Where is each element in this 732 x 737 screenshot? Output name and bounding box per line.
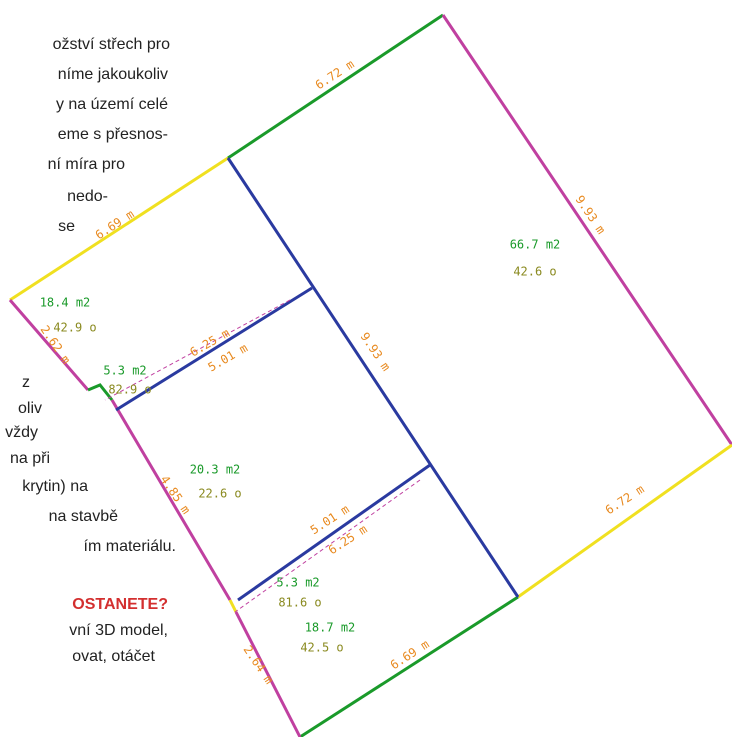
- dimension-label: 18.7 m2: [305, 621, 356, 635]
- ridge: [115, 286, 313, 412]
- text-line: eme s přesnos-: [57, 126, 168, 143]
- edge: [517, 443, 732, 599]
- dimension-label: 5.3 m2: [103, 364, 146, 378]
- text-line: níme jakoukoliv: [57, 66, 168, 83]
- dimension-label: 42.6 o: [513, 265, 556, 279]
- text-line: z: [22, 374, 30, 391]
- text-line: ovat, otáčet: [72, 648, 155, 665]
- edge: [227, 13, 444, 160]
- dimension-label: 20.3 m2: [190, 463, 241, 477]
- dim-line: [234, 479, 421, 613]
- text-line: ní míra pro: [47, 156, 125, 173]
- ridge: [237, 463, 431, 602]
- dimension-label: 18.4 m2: [40, 296, 91, 310]
- text-line: ím materiálu.: [83, 538, 176, 555]
- dimension-label: 22.6 o: [198, 487, 241, 501]
- text-line: nedo-: [67, 188, 108, 205]
- dimension-label: 5.3 m2: [276, 576, 319, 590]
- text-line: vždy: [5, 424, 38, 441]
- dimension-label: 82.9 o: [108, 383, 151, 397]
- text-line: y na území celé: [55, 96, 168, 113]
- text-line: na při: [9, 450, 50, 467]
- edge: [234, 611, 302, 737]
- edge: [87, 383, 114, 401]
- ridge: [226, 157, 520, 598]
- heading: OSTANETE?: [72, 596, 168, 613]
- text-line: se: [58, 218, 75, 235]
- edge: [8, 299, 90, 391]
- edge: [299, 595, 519, 737]
- text-line: vní 3D model,: [69, 622, 168, 639]
- dimension-label: 42.5 o: [300, 641, 343, 655]
- text-line: krytin) na: [22, 478, 88, 495]
- edge: [110, 399, 232, 601]
- dimension-label: 42.9 o: [53, 321, 96, 335]
- text-line: na stavbě: [48, 508, 118, 525]
- text-line: ožství střech pro: [52, 36, 170, 53]
- dimension-label: 66.7 m2: [510, 238, 561, 252]
- edge: [228, 599, 238, 613]
- text-line: oliv: [17, 400, 42, 417]
- edge: [441, 14, 732, 446]
- dim-line: [104, 299, 291, 401]
- dimension-label: 81.6 o: [278, 596, 321, 610]
- edge: [9, 156, 229, 302]
